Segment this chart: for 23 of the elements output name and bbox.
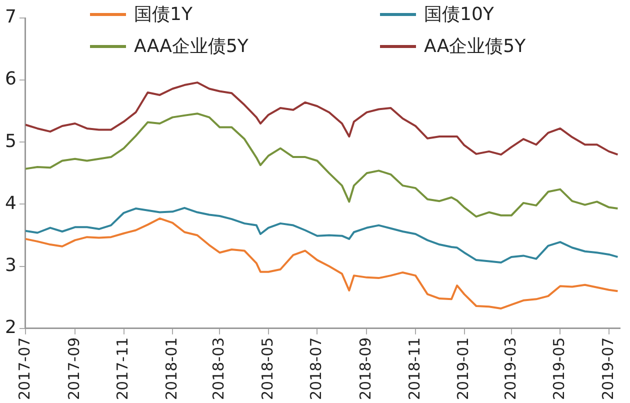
y-tick-label: 6 [5,68,16,90]
legend-label: AAA企业债5Y [134,35,248,58]
x-tick-label: 2018-01 [162,337,180,400]
y-tick-label: 5 [5,130,16,152]
x-tick-label: 2019-03 [501,337,520,400]
x-tick-label: 2018-07 [307,337,326,400]
x-tick-label: 2019-07 [598,337,617,400]
x-tick-label: 2019-01 [454,337,472,400]
x-tick-label: 2018-05 [258,337,276,400]
x-tick-label: 2017-09 [64,337,83,400]
x-tick-label: 2018-11 [405,337,424,400]
x-tick-label: 2018-09 [356,337,375,400]
legend-label: 国债1Y [134,3,192,26]
legend-label: AA企业债5Y [424,35,526,58]
y-tick-label: 2 [5,317,16,338]
y-tick-label: 7 [5,6,16,28]
x-tick-label: 2017-07 [15,337,34,400]
x-tick-label: 2018-03 [210,337,228,400]
legend-label: 国债10Y [424,3,494,26]
y-tick-label: 4 [5,192,16,214]
x-tick-label: 2019-05 [550,337,568,400]
x-tick-label: 2017-11 [114,337,132,400]
y-tick-label: 3 [5,254,16,276]
